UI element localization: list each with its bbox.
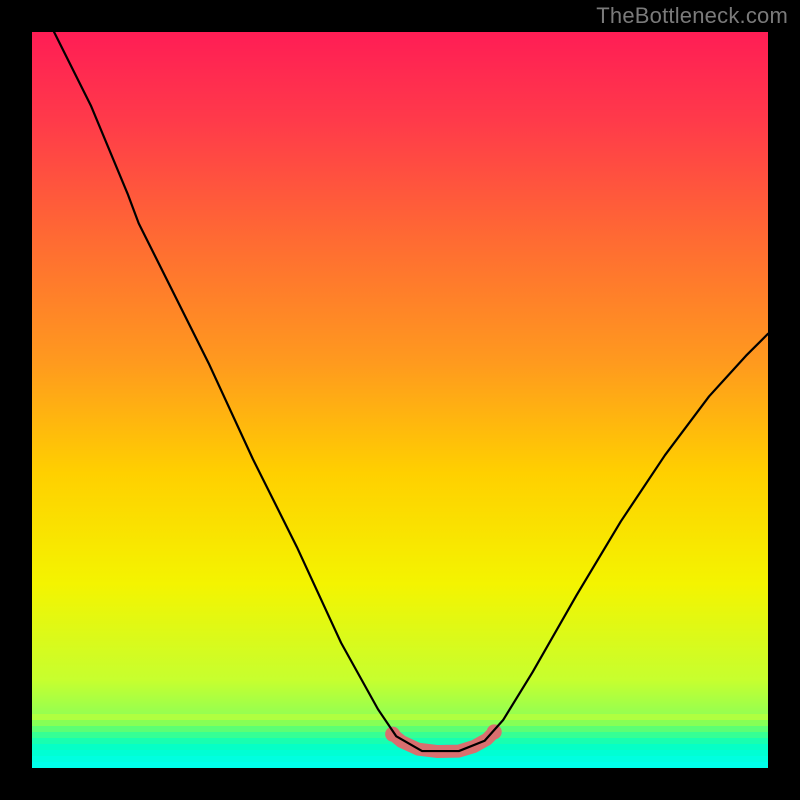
watermark-text: TheBottleneck.com [596,3,788,29]
gradient-stripe [32,762,768,768]
gradient-stripe [32,756,768,762]
optimal-range-endpoint [385,727,400,742]
gradient-stripe [32,714,768,720]
bottleneck-chart [0,0,800,800]
gradient-stripe [32,750,768,756]
heat-gradient-panel [32,32,768,768]
chart-frame: TheBottleneck.com [0,0,800,800]
gradient-stripe [32,726,768,732]
gradient-stripe [32,720,768,726]
